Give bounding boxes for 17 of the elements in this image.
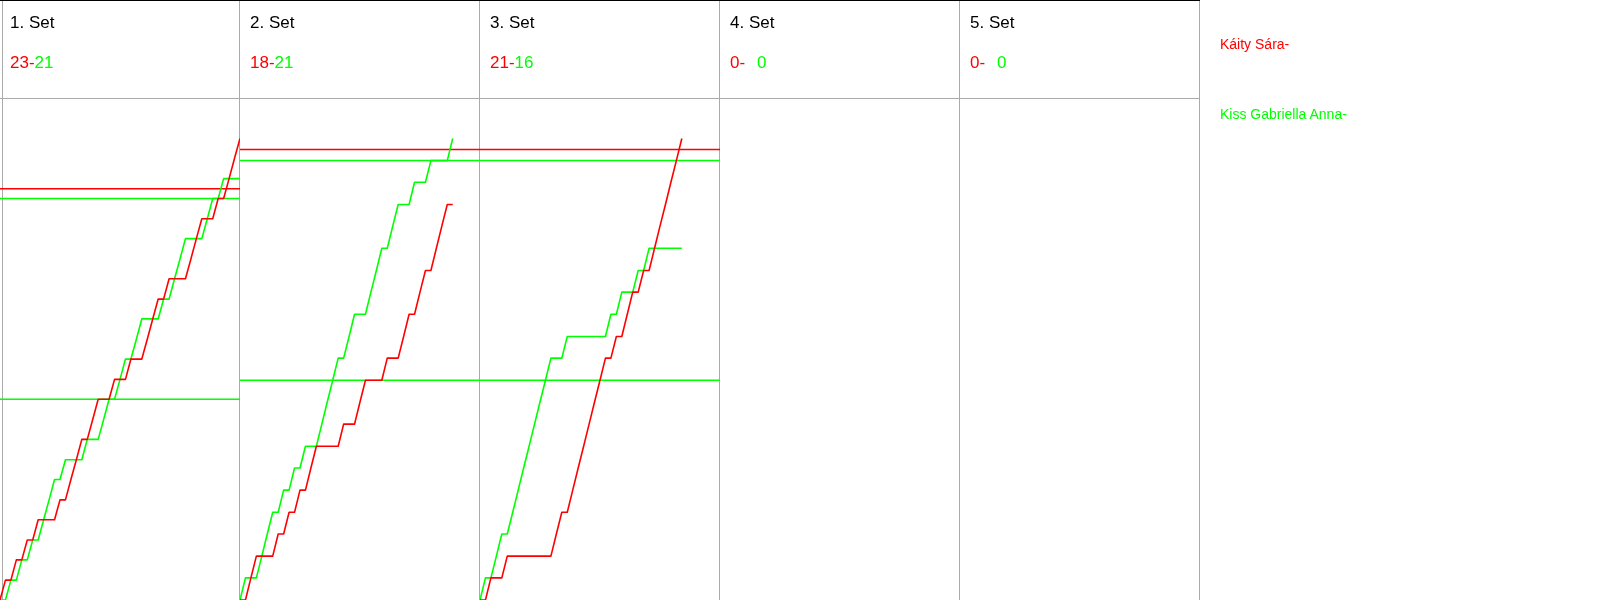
text: 0 [997,52,1007,72]
text: 16 [514,52,534,72]
text: 21 [34,52,54,72]
chart-title: 2. Set [250,12,295,32]
text: 4. Set [730,12,775,32]
text: 0- [970,52,986,72]
text: 0 [757,52,767,72]
text: 21 [274,52,294,72]
text: 0- [730,52,746,72]
chart-title: 1. Set [10,12,55,32]
text: 23- [10,52,35,72]
chart-title: 3. Set [490,12,535,32]
text: Káity Sára- [1220,36,1290,52]
text: 5. Set [970,12,1015,32]
text: 18- [250,52,275,72]
text: Kiss Gabriella Anna- [1220,106,1347,122]
text: 21- [490,52,515,72]
